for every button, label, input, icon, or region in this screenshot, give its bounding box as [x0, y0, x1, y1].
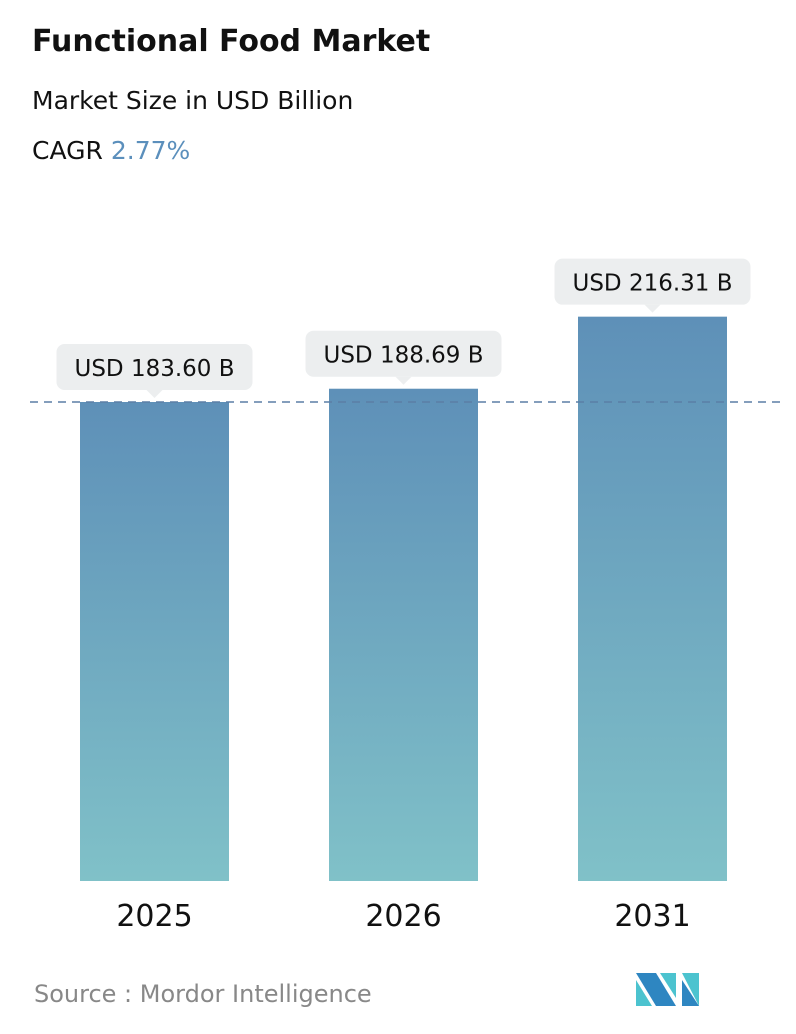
data-label: USD 188.69 B	[323, 343, 483, 369]
data-label-bubble	[56, 344, 253, 390]
data-label: USD 216.31 B	[572, 271, 732, 297]
data-label: USD 183.60 B	[74, 356, 234, 382]
bar-2025	[80, 402, 229, 881]
data-label-bubble	[554, 258, 751, 305]
chart-title: Functional Food Market	[32, 24, 431, 59]
data-label-bubble	[305, 330, 502, 377]
source-text: Source : Mordor Intelligence	[34, 980, 372, 1008]
x-tick-label: 2025	[116, 899, 192, 934]
cagr-value: 2.77%	[110, 136, 191, 165]
bar-2031	[578, 316, 727, 881]
x-tick-label: 2026	[365, 899, 441, 934]
data-label-pointer	[146, 390, 163, 398]
x-tick-label: 2031	[614, 899, 690, 934]
chart-subtitle: Market Size in USD Billion	[32, 86, 354, 115]
bar-2026	[329, 388, 478, 881]
data-label-pointer	[644, 304, 661, 313]
data-label-pointer	[395, 376, 412, 385]
cagr: CAGR 2.77%	[32, 136, 190, 165]
cagr-label: CAGR	[32, 136, 103, 165]
